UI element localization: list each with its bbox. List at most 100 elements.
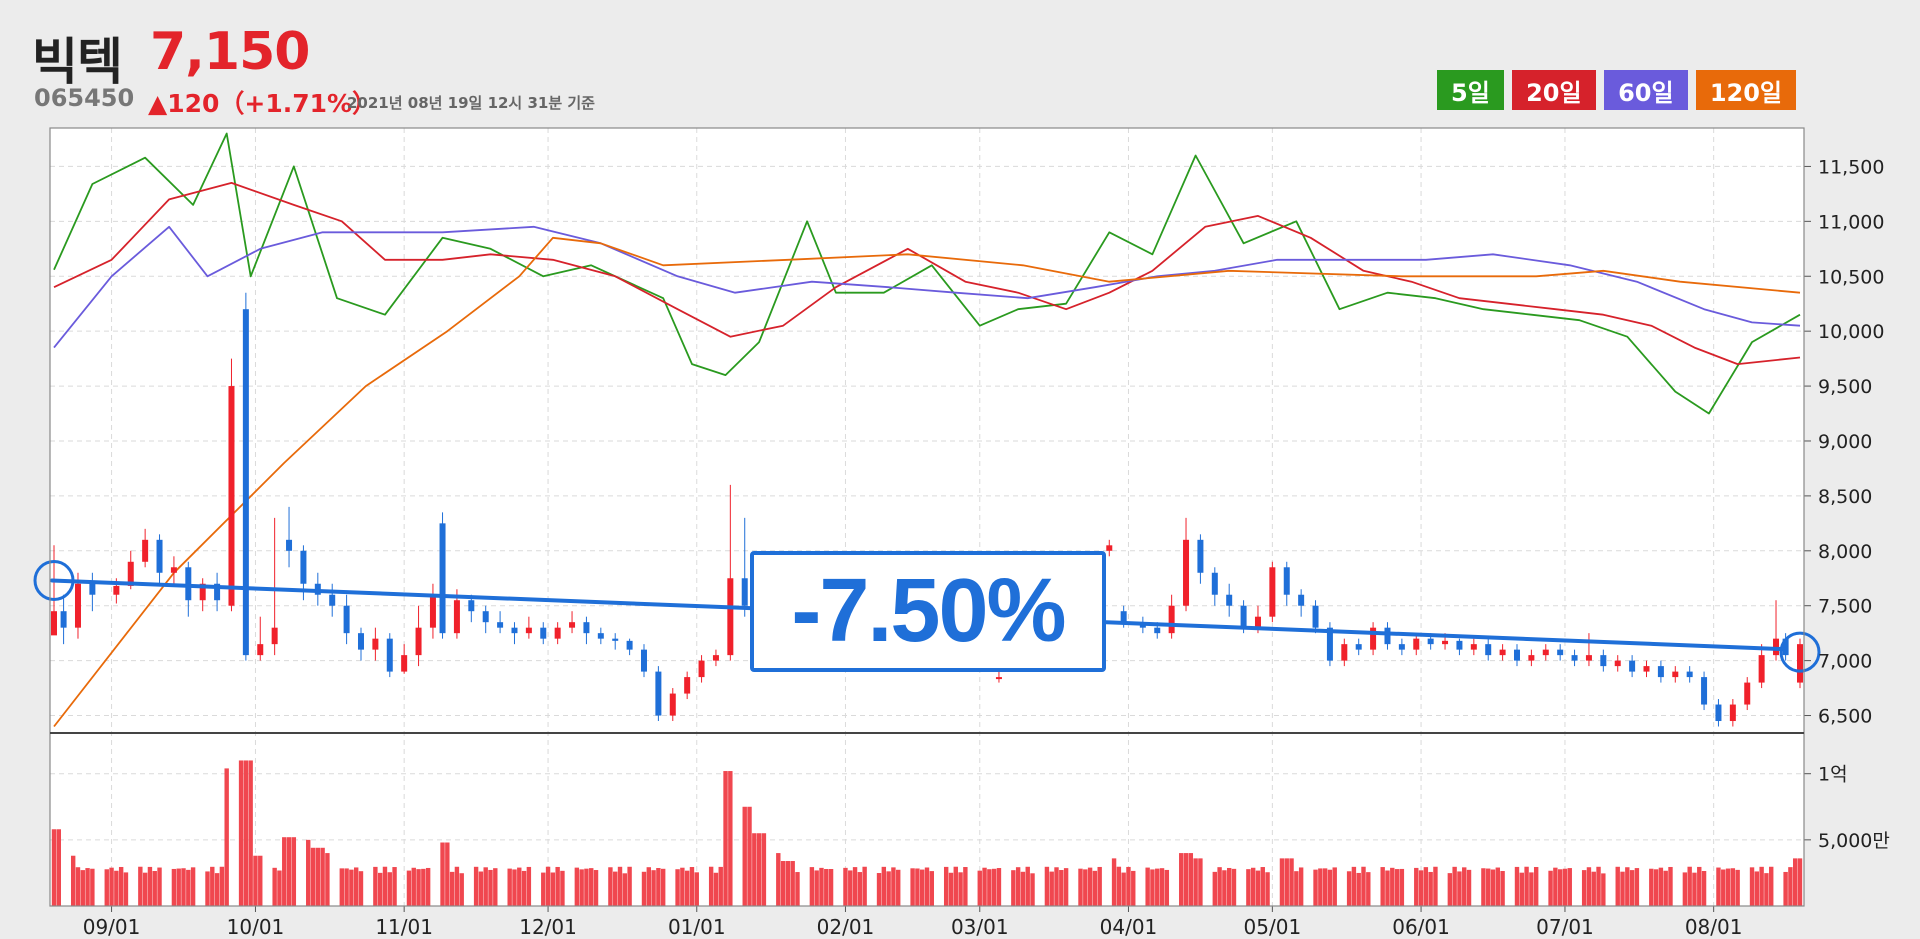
volume-bar <box>138 866 143 906</box>
ma-line-1 <box>53 181 1801 366</box>
volume-bar <box>843 867 848 906</box>
candle-body <box>1528 655 1535 661</box>
volume-bar <box>1514 866 1520 906</box>
candle-body <box>113 585 120 595</box>
volume-bar <box>963 867 968 906</box>
volume-bar <box>991 868 997 906</box>
candle-body <box>257 644 264 656</box>
volume-bar <box>579 869 584 906</box>
volume-bar <box>85 868 90 906</box>
volume-bar <box>1433 866 1438 906</box>
volume-bar <box>848 870 853 906</box>
candle-body <box>1240 605 1247 628</box>
candle-body <box>1571 655 1578 661</box>
price-tick-label: 6,500 <box>1818 706 1872 728</box>
candle-body <box>525 627 532 634</box>
volume-bar <box>416 869 421 906</box>
volume-bar <box>272 867 277 906</box>
legend-ma60[interactable]: 60일 <box>1603 70 1688 110</box>
candle-body <box>741 578 748 606</box>
volume-bar <box>1020 871 1026 906</box>
volume-bar <box>713 872 719 906</box>
volume-bar <box>1279 858 1285 906</box>
volume-bar <box>852 867 858 906</box>
volume-bar <box>1788 867 1793 906</box>
volume-bar <box>1092 870 1098 906</box>
volume-bar <box>881 866 887 906</box>
volume-bar <box>1246 869 1251 906</box>
legend-ma5[interactable]: 5일 <box>1437 70 1504 110</box>
volume-bar <box>512 869 517 906</box>
volume-bar <box>1725 868 1731 906</box>
volume-bar <box>507 868 512 906</box>
volume-bar <box>910 868 915 906</box>
volume-bar <box>1591 871 1596 906</box>
volume-bar <box>1394 869 1400 906</box>
candle-body <box>655 671 662 716</box>
candle-body <box>1283 567 1290 595</box>
volume-bar <box>1087 867 1093 906</box>
candle-body <box>1542 649 1549 656</box>
candle-body <box>386 638 393 672</box>
volume-bar <box>752 833 757 906</box>
volume-bar <box>1212 871 1218 906</box>
volume-bar <box>1159 868 1165 906</box>
candle-body <box>1499 649 1506 656</box>
volume-bar <box>1327 869 1333 906</box>
volume-bar <box>1011 870 1016 906</box>
volume-bar <box>608 867 613 906</box>
volume-bar <box>1481 868 1486 906</box>
candle-body <box>51 611 57 636</box>
volume-bar <box>286 837 292 906</box>
candle-body <box>1254 616 1261 628</box>
volume-bar <box>1284 858 1289 906</box>
volume-bar <box>1466 869 1472 906</box>
volume-bar <box>1687 866 1692 906</box>
volume-bar <box>114 870 119 906</box>
volume-bar <box>517 867 522 906</box>
volume-bar <box>315 847 321 906</box>
candle-body <box>554 627 561 639</box>
volume-bar <box>1529 872 1534 906</box>
date-tick-label: 02/01 <box>817 915 875 939</box>
candle-body <box>698 660 705 678</box>
volume-bar <box>104 869 109 906</box>
volume-bar <box>646 867 651 906</box>
volume-bar <box>953 866 958 906</box>
date-tick-label: 06/01 <box>1392 915 1450 939</box>
date-tick-label: 01/01 <box>668 915 726 939</box>
volume-bar <box>886 871 891 906</box>
volume-bar <box>742 806 747 906</box>
volume-bar <box>651 870 656 906</box>
legend-ma20[interactable]: 20일 <box>1511 70 1596 110</box>
volume-bar <box>1059 870 1064 906</box>
price-tick-label: 11,500 <box>1818 156 1884 178</box>
volume-bar <box>641 871 647 906</box>
volume-bar <box>75 867 81 906</box>
volume-bar <box>392 867 397 906</box>
volume-bar <box>1759 866 1764 906</box>
volume-bar <box>1063 868 1069 906</box>
volume-bar <box>809 867 815 906</box>
volume-bar <box>1294 871 1299 906</box>
volume-bar <box>1111 858 1117 906</box>
volume-bar <box>780 861 786 906</box>
volume-bar <box>1769 866 1774 906</box>
volume-bar <box>560 870 565 906</box>
candle-body <box>439 523 446 634</box>
plot-background <box>50 128 1804 906</box>
legend-ma120[interactable]: 120일 <box>1695 70 1796 110</box>
volume-bar <box>627 866 632 906</box>
candle-body <box>684 677 691 694</box>
candle-body <box>170 567 177 573</box>
price-tick-label: 11,000 <box>1818 211 1884 233</box>
volume-bar <box>814 870 819 906</box>
candle-body <box>1269 567 1276 617</box>
volume-bar <box>915 868 920 906</box>
volume-bar <box>675 869 680 906</box>
volume-bar <box>1193 858 1198 906</box>
candle-body <box>1470 644 1477 650</box>
volume-bar <box>1749 867 1755 906</box>
candle-body <box>1226 594 1233 606</box>
volume-bar <box>243 760 249 906</box>
